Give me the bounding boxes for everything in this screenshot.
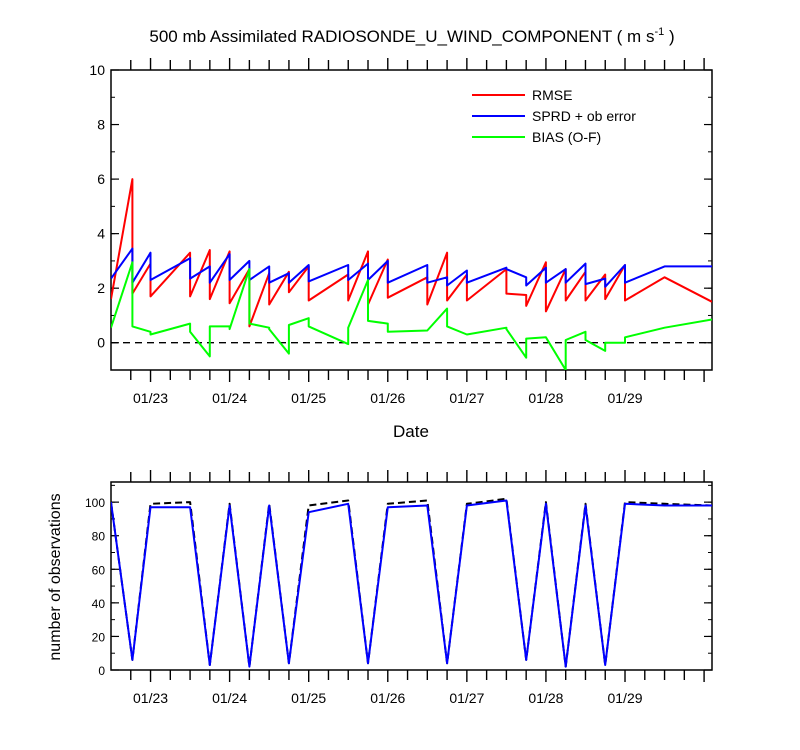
y-tick-label: 6 (97, 171, 105, 187)
legend-label: SPRD + ob error (532, 108, 636, 124)
series-line-sprd-ob-error (111, 247, 712, 288)
y-tick-label: 100 (85, 496, 105, 510)
legend-label: RMSE (532, 87, 572, 103)
x-tick-label: 01/28 (528, 690, 563, 706)
plot-frame (110, 69, 713, 371)
y-tick-label: 20 (92, 630, 106, 644)
x-tick-label: 01/28 (528, 390, 563, 406)
observations-chart-panel: 0 20 40 60 80 100 01/23 01/24 01/25 01/26 01/27 01/… (85, 470, 713, 706)
y-axis-label-observations: number of observations (47, 493, 64, 660)
series-line-rmse (111, 178, 712, 328)
x-tick-label: 01/25 (291, 390, 326, 406)
x-tick-label: 01/23 (133, 690, 168, 706)
x-tick-label: 01/24 (212, 390, 247, 406)
y-tick-label: 4 (97, 226, 105, 242)
x-tick-label: 01/27 (449, 690, 484, 706)
x-tick-label: 01/26 (370, 390, 405, 406)
legend-label: BIAS (O-F) (532, 129, 601, 145)
chart-title-main: 500 mb Assimilated RADIOSONDE_U_WIND_COM… (149, 27, 654, 46)
series-line-bias-o-f (111, 261, 712, 370)
plot-frame (110, 481, 713, 671)
y-tick-label: 0 (98, 664, 105, 678)
series-line-solid-1 (111, 499, 712, 668)
x-tick-label: 01/25 (291, 690, 326, 706)
chart-title: 500 mb Assimilated RADIOSONDE_U_WIND_COM… (149, 26, 674, 46)
x-axis-label: Date (393, 422, 429, 441)
y-tick-label: 10 (89, 62, 105, 78)
x-tick-label: 01/26 (370, 690, 405, 706)
y-tick-label: 40 (92, 597, 106, 611)
y-tick-label: 80 (92, 530, 106, 544)
y-tick-label: 60 (92, 563, 106, 577)
y-tick-label: 2 (97, 280, 105, 296)
y-tick-label: 8 (97, 117, 105, 133)
x-tick-label: 01/27 (449, 390, 484, 406)
x-tick-label: 01/23 (133, 390, 168, 406)
chart-title-end: ) (664, 27, 674, 46)
x-tick-label: 01/24 (212, 690, 247, 706)
chart-title-superscript: -1 (654, 26, 664, 38)
main-chart-panel: 10 8 6 4 2 0 01/23 01/24 01/25 01/26 01/27 01/28 01/… (89, 58, 713, 406)
y-tick-label: 0 (97, 335, 105, 351)
x-tick-label: 01/29 (607, 390, 642, 406)
x-tick-label: 01/29 (607, 690, 642, 706)
